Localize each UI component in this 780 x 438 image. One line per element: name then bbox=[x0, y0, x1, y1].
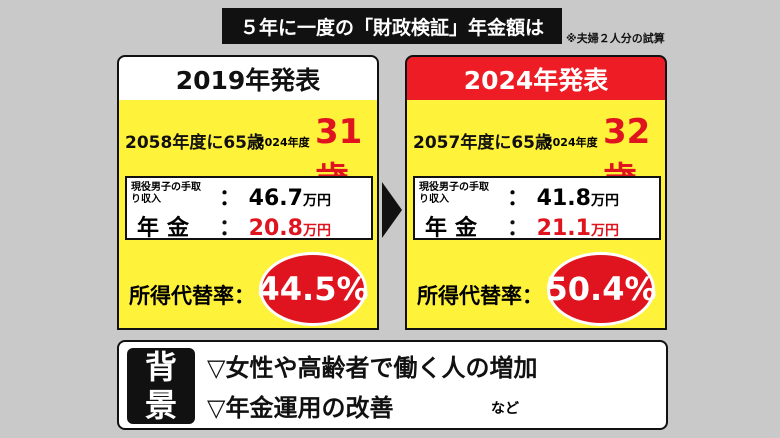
pension: ： 21.1万円 bbox=[507, 216, 619, 241]
year-line: 2058年度に65歳 bbox=[125, 133, 264, 153]
income: ： 41.8万円 bbox=[507, 186, 619, 211]
panel-heading: 2024年発表 bbox=[405, 55, 667, 101]
note: ※夫婦２人分の試算 bbox=[566, 32, 665, 45]
background-item: ▽女性や高齢者で働く人の増加 bbox=[207, 354, 538, 382]
age-prefix: 2024年度 bbox=[257, 136, 310, 149]
panel: 2057年度に65歳 2024年度 32歳 現役男子の手取り収入 ： 41.8万… bbox=[405, 100, 667, 330]
ratio-label: 所得代替率： bbox=[417, 284, 543, 308]
pension-label: 年金 bbox=[425, 216, 486, 241]
income-label: 現役男子の手取り収入 bbox=[131, 182, 201, 205]
unit: 万円 bbox=[302, 193, 331, 209]
year-line: 2057年度に65歳 bbox=[413, 133, 552, 153]
panel: 2058年度に65歳 2024年度 31歳 現役男子の手取り収入 ： 46.7万… bbox=[117, 100, 379, 330]
ratio: 44.5% bbox=[258, 252, 369, 326]
background-item: ▽年金運用の改善 bbox=[207, 394, 394, 422]
age-prefix: 2024年度 bbox=[545, 136, 598, 149]
income-value: 41.8 bbox=[536, 186, 591, 211]
background-label: 背景 bbox=[127, 348, 195, 424]
pension-value: 20.8 bbox=[248, 216, 303, 241]
pension-value: 21.1 bbox=[536, 216, 591, 241]
unit: 万円 bbox=[302, 223, 331, 239]
unit: 万円 bbox=[590, 223, 619, 239]
pension-label: 年金 bbox=[137, 216, 198, 241]
background-box: 背景 ▽女性や高齢者で働く人の増加 ▽年金運用の改善 など bbox=[117, 340, 668, 430]
unit: 万円 bbox=[590, 193, 619, 209]
pension: ： 20.8万円 bbox=[219, 216, 331, 241]
amount-box: 現役男子の手取り収入 ： 46.7万円 年金 ： 20.8万円 bbox=[125, 176, 373, 241]
ratio: 50.4% bbox=[546, 252, 657, 326]
amount-box: 現役男子の手取り収入 ： 41.8万円 年金 ： 21.1万円 bbox=[413, 176, 661, 241]
income-value: 46.7 bbox=[248, 186, 303, 211]
title: ５年に一度の「財政検証」年金額は bbox=[222, 8, 562, 44]
panel-heading: 2019年発表 bbox=[117, 55, 379, 101]
income-label: 現役男子の手取り収入 bbox=[419, 182, 489, 205]
arrow bbox=[382, 182, 402, 238]
ratio-label: 所得代替率： bbox=[129, 284, 255, 308]
income: ： 46.7万円 bbox=[219, 186, 331, 211]
suffix: など bbox=[491, 401, 519, 417]
